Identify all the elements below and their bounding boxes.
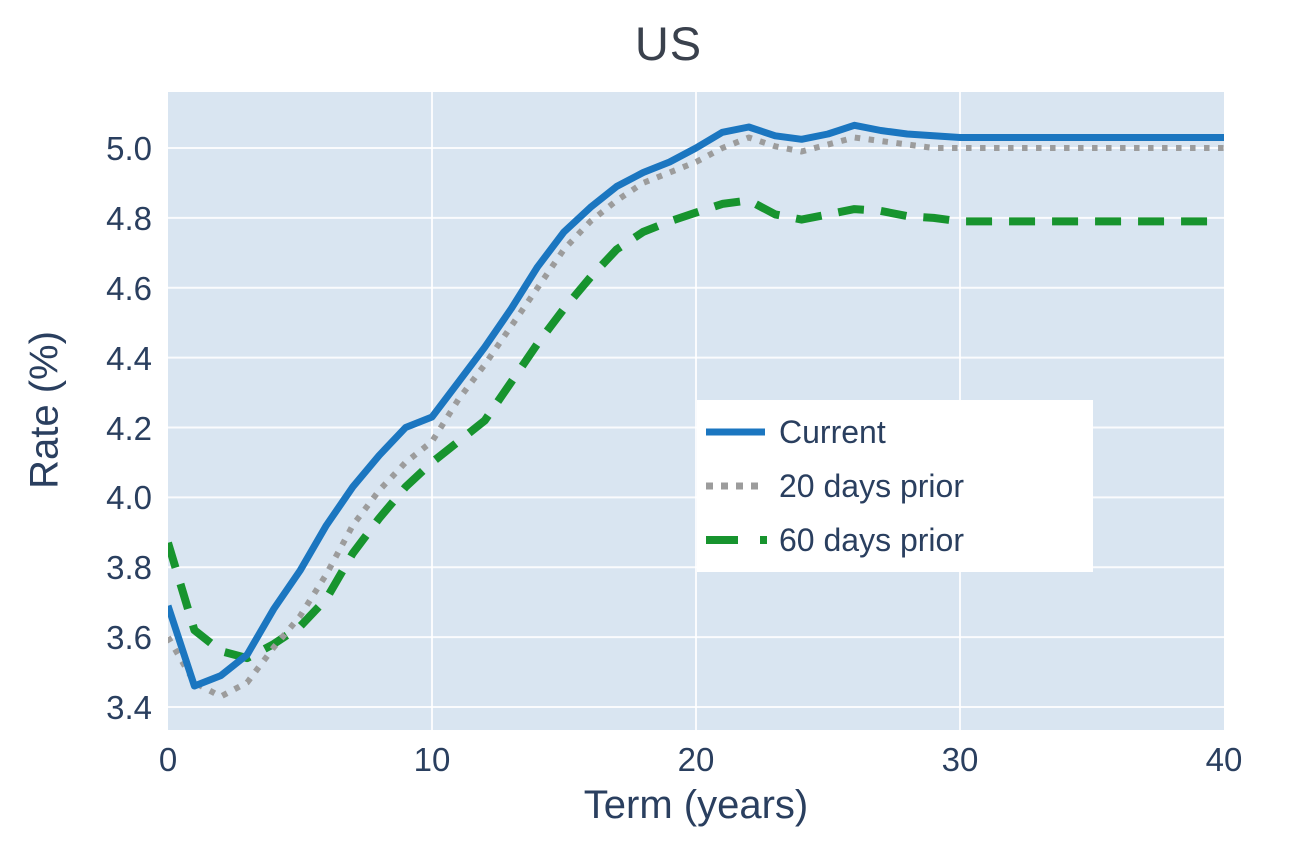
y-tick-label: 4.4 bbox=[106, 339, 152, 377]
y-tick-label: 4.8 bbox=[106, 199, 152, 237]
y-tick-label: 5.0 bbox=[106, 130, 152, 167]
x-tick-label: 20 bbox=[677, 741, 715, 778]
y-tick-label: 3.8 bbox=[106, 549, 152, 587]
x-tick-label: 40 bbox=[1205, 741, 1243, 778]
legend-swatch-solid-line bbox=[706, 428, 765, 436]
legend-label: 60 days prior bbox=[779, 522, 964, 558]
x-axis-title: Term (years) bbox=[583, 783, 809, 827]
legend-item-current: Current bbox=[705, 405, 1093, 459]
y-axis-title: Rate (%) bbox=[22, 331, 67, 489]
y-tick-label: 3.6 bbox=[106, 619, 152, 657]
legend: Current 20 days prior 60 days prior bbox=[697, 400, 1093, 572]
legend-item-20-days-prior: 20 days prior bbox=[705, 459, 1093, 513]
x-tick-label: 30 bbox=[941, 741, 979, 778]
legend-label: Current bbox=[779, 414, 886, 450]
chart-title: US bbox=[634, 17, 703, 70]
x-tick-label: 0 bbox=[158, 741, 178, 778]
series-line-current bbox=[168, 121, 1224, 690]
legend-swatch-dashed-line bbox=[706, 536, 767, 544]
y-tick-label: 4.0 bbox=[106, 479, 152, 517]
legend-swatch-dotted-line bbox=[706, 482, 761, 490]
series-line-60-days-prior bbox=[168, 196, 1224, 663]
y-tick-label: 3.4 bbox=[106, 689, 152, 726]
x-tick-label: 10 bbox=[413, 741, 451, 778]
legend-label: 20 days prior bbox=[779, 468, 964, 504]
y-tick-label: 4.6 bbox=[106, 269, 152, 307]
y-tick-label: 4.2 bbox=[106, 409, 152, 447]
legend-item-60-days-prior: 60 days prior bbox=[705, 513, 1093, 567]
